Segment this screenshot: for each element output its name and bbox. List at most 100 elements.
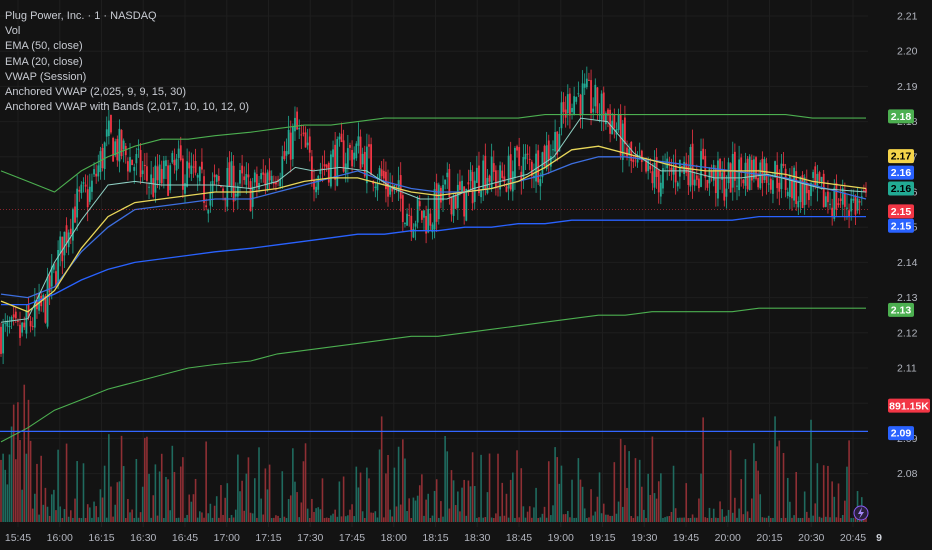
candle-body	[129, 157, 131, 172]
volume-bar	[44, 487, 47, 522]
candle-body	[431, 224, 434, 233]
volume-bar	[660, 473, 662, 522]
candle-body	[209, 191, 212, 206]
candle-body	[846, 207, 848, 209]
candle-body	[755, 157, 757, 179]
candle-body	[634, 155, 637, 159]
volume-bar	[545, 517, 548, 522]
volume-bar	[615, 513, 618, 522]
volume-bar	[569, 517, 571, 522]
legend-ema50[interactable]: EMA (50, close)	[5, 40, 83, 53]
volume-bar	[586, 517, 588, 522]
candle-body	[29, 320, 32, 327]
volume-bar	[653, 493, 656, 522]
candle-body	[822, 173, 825, 208]
candle-body	[843, 192, 846, 207]
volume-bar	[776, 446, 778, 522]
candle-body	[91, 180, 93, 192]
volume-bar	[203, 517, 205, 522]
candle-body	[659, 182, 662, 197]
candle-body	[556, 131, 559, 155]
candle-body	[837, 203, 840, 205]
volume-bar	[727, 509, 730, 522]
legend-vwap[interactable]: VWAP (Session)	[5, 70, 87, 83]
candle-body	[330, 154, 332, 187]
volume-bar	[575, 517, 578, 522]
candle-body	[296, 111, 298, 130]
candle-body	[418, 201, 421, 207]
candle-body	[647, 159, 650, 172]
volume-bar	[746, 511, 749, 522]
candle-body	[50, 266, 53, 287]
candle-body	[484, 155, 487, 190]
volume-bar	[833, 496, 836, 522]
volume-bar	[260, 498, 262, 522]
volume-bar	[668, 516, 671, 522]
candle-body	[0, 326, 2, 354]
volume-bar	[666, 516, 668, 522]
volume-bar	[146, 436, 148, 522]
volume-bar	[184, 517, 186, 522]
price-tag: 2.16	[888, 165, 914, 180]
volume-bar	[657, 481, 660, 522]
volume-bar	[368, 478, 370, 522]
candle-body	[334, 144, 337, 180]
candle-body	[744, 162, 747, 186]
volume-bar	[558, 483, 561, 522]
volume-bar	[767, 515, 770, 522]
legend-avwap[interactable]: Anchored VWAP (2,025, 9, 9, 15, 30)	[5, 86, 186, 99]
volume-bar	[110, 486, 112, 522]
candle-body	[368, 144, 370, 147]
volume-bar	[152, 495, 155, 522]
volume-bar	[279, 518, 281, 522]
candle-body	[590, 80, 592, 114]
volume-bar	[588, 517, 590, 522]
candle-body	[526, 153, 529, 155]
volume-bar	[550, 515, 552, 522]
candle-body	[93, 169, 95, 175]
price-tag: 891.15K	[888, 398, 930, 413]
legend-vol[interactable]: Vol	[5, 25, 21, 38]
volume-bar	[643, 509, 645, 522]
candle-body	[181, 158, 184, 190]
candle-body	[205, 205, 208, 208]
lightning-icon[interactable]	[853, 505, 869, 521]
volume-bar	[86, 504, 89, 522]
volume-bar	[277, 515, 279, 522]
volume-bar	[61, 517, 64, 522]
candle-body	[12, 314, 15, 318]
candle-body	[340, 133, 343, 142]
candle-body	[801, 175, 804, 208]
legend-avwap-bands[interactable]: Anchored VWAP with Bands (2,017, 10, 10,…	[5, 101, 249, 114]
volume-bar	[69, 510, 72, 522]
candle-body	[124, 145, 127, 156]
candle-body	[674, 162, 677, 183]
candle-body	[805, 182, 808, 194]
legend-symbol[interactable]: Plug Power, Inc. · 1 · NASDAQ	[5, 10, 157, 22]
volume-bar	[281, 471, 284, 522]
price-tag-label: 891.15K	[889, 400, 929, 412]
volume-bar	[338, 481, 341, 522]
volume-bar	[6, 484, 9, 522]
legend-ema20[interactable]: EMA (20, close)	[5, 55, 83, 68]
volume-bar	[308, 517, 311, 522]
candle-body	[420, 210, 423, 220]
volume-bar	[522, 506, 525, 522]
volume-bar	[306, 508, 309, 522]
candle-body	[44, 296, 47, 323]
candle-body	[6, 320, 9, 327]
volume-bar	[91, 517, 93, 522]
candle-body	[283, 151, 286, 160]
price-tag: 2.13	[888, 302, 914, 317]
candle-body	[824, 196, 827, 207]
volume-bar	[626, 487, 628, 522]
candle-body	[211, 181, 214, 194]
volume-bar	[334, 509, 336, 522]
volume-bar	[167, 479, 169, 522]
candle-body	[636, 159, 639, 163]
volume-bar	[412, 497, 415, 522]
volume-bar	[38, 514, 40, 522]
candle-body	[444, 179, 447, 185]
